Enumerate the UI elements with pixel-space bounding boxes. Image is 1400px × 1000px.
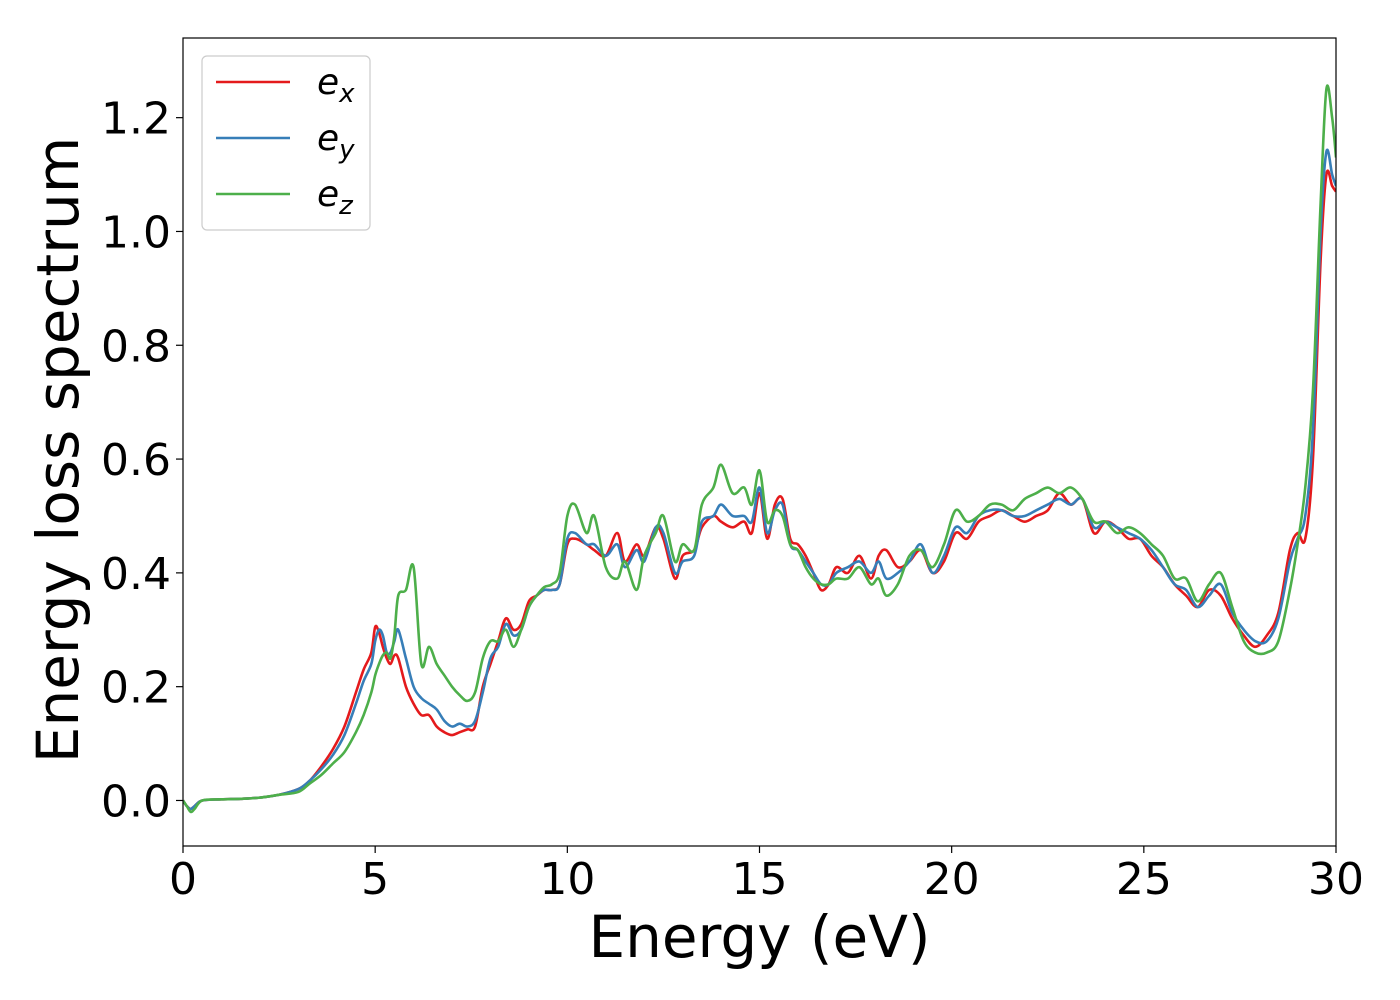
y-tick-label: 1.0 <box>101 207 171 258</box>
y-axis-label: Energy loss spectrum <box>24 137 92 763</box>
y-tick-label: 1.2 <box>101 94 171 145</box>
legend-box <box>201 55 371 231</box>
x-axis-ticks: 0 5 10 15 20 25 30 <box>169 846 1364 905</box>
y-tick-label: 0.2 <box>101 663 171 714</box>
x-tick-label: 30 <box>1308 854 1364 905</box>
series-line-z <box>183 84 1336 814</box>
legend-label-x: ex <box>317 62 355 109</box>
x-tick-label: 5 <box>361 854 389 905</box>
series-line-y <box>183 148 1336 811</box>
x-axis-label: Energy (eV) <box>588 903 930 971</box>
x-tick-label: 10 <box>539 854 595 905</box>
y-tick-label: 0.8 <box>101 321 171 372</box>
y-tick-label: 0.4 <box>101 549 171 600</box>
legend: ex ey ez <box>201 55 371 231</box>
y-axis-ticks: 0.0 0.2 0.4 0.6 0.8 1.0 1.2 <box>101 94 183 827</box>
legend-label-z: ez <box>317 174 354 221</box>
y-tick-label: 0.6 <box>101 435 171 486</box>
legend-label-y: ey <box>317 118 355 165</box>
x-tick-label: 15 <box>732 854 788 905</box>
x-tick-label: 0 <box>169 854 197 905</box>
y-tick-label: 0.0 <box>101 776 171 827</box>
x-tick-label: 20 <box>924 854 980 905</box>
plot-lines <box>183 84 1336 814</box>
x-tick-label: 25 <box>1116 854 1172 905</box>
series-line-x <box>183 169 1336 811</box>
